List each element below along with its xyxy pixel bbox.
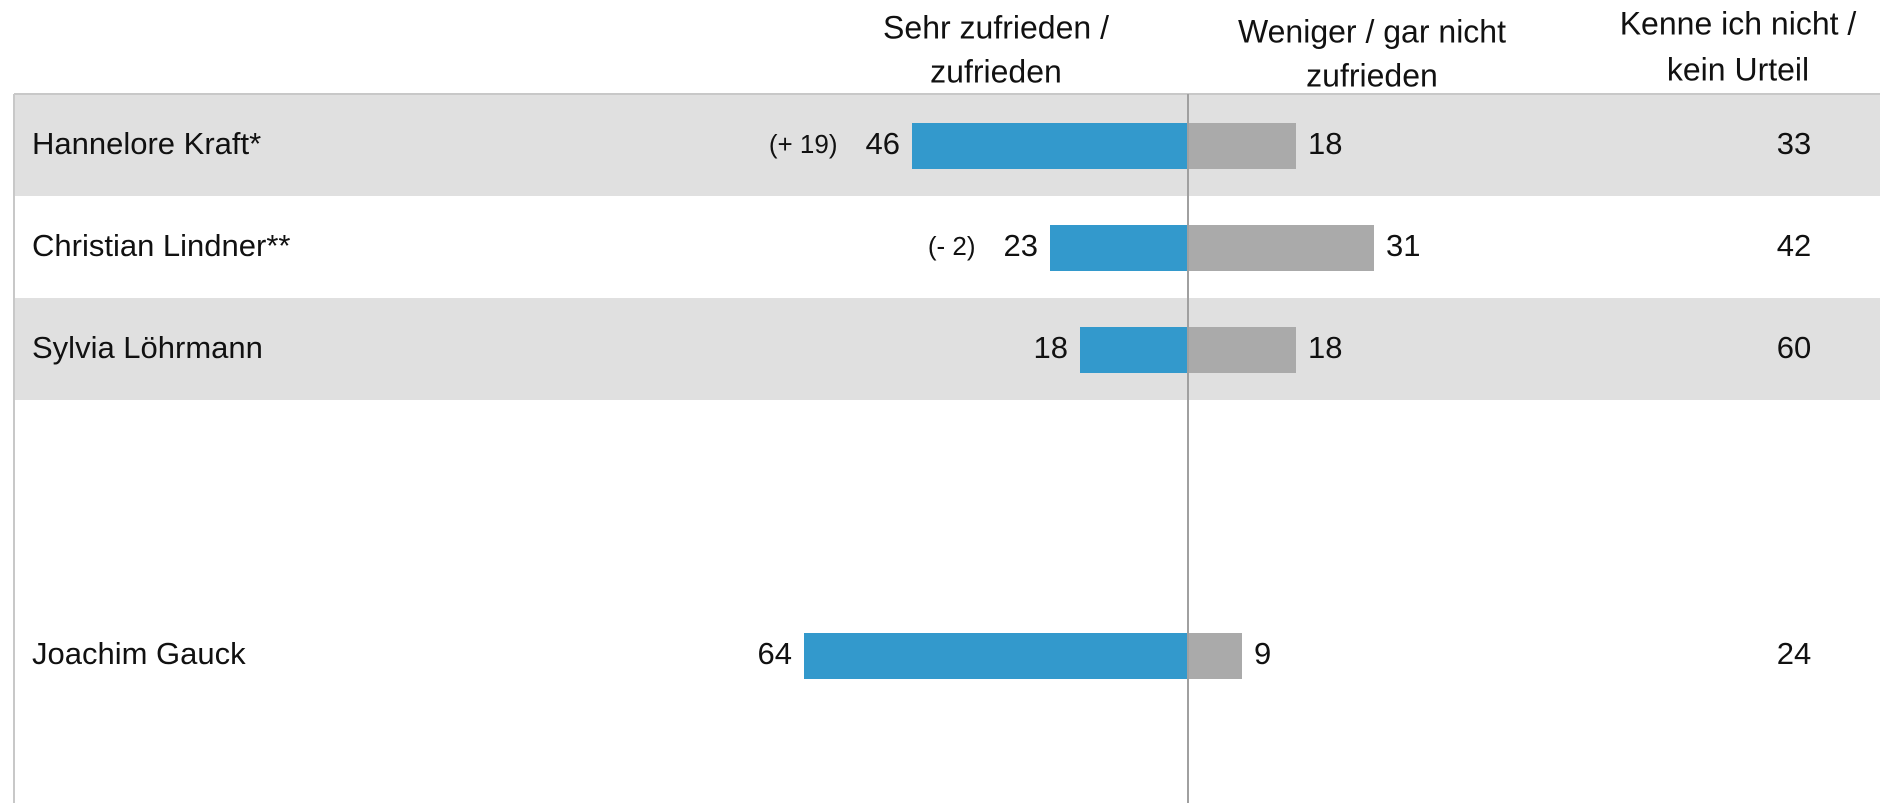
category-label: Christian Lindner** <box>32 228 290 263</box>
category-label: Sylvia Löhrmann <box>32 330 263 365</box>
bar <box>1188 633 1242 679</box>
column-header: zufrieden <box>930 53 1062 89</box>
bar <box>804 633 1188 679</box>
bar <box>1188 327 1296 373</box>
value-label: 9 <box>1254 636 1271 671</box>
value-label: 46 <box>866 126 900 161</box>
bar <box>1080 327 1188 373</box>
value-label: 31 <box>1386 228 1420 263</box>
column-header: Weniger / gar nicht <box>1238 13 1506 49</box>
column-header: Sehr zufrieden / <box>883 9 1109 45</box>
category-label: Joachim Gauck <box>32 636 246 671</box>
value-label: 18 <box>1308 330 1342 365</box>
column-header: zufrieden <box>1306 57 1438 93</box>
category-label: Hannelore Kraft* <box>32 126 261 161</box>
bar <box>1188 225 1374 271</box>
change-label: (- 2) <box>928 231 976 261</box>
value-label: 18 <box>1034 330 1068 365</box>
bar <box>1188 123 1296 169</box>
unknown-value: 42 <box>1777 228 1811 263</box>
value-label: 18 <box>1308 126 1342 161</box>
row-band <box>14 298 1880 400</box>
change-label: (+ 19) <box>769 129 838 159</box>
bar <box>1050 225 1188 271</box>
unknown-value: 60 <box>1777 330 1811 365</box>
value-label: 23 <box>1004 228 1038 263</box>
bar <box>912 123 1188 169</box>
value-label: 64 <box>758 636 792 671</box>
unknown-value: 24 <box>1777 636 1811 671</box>
column-header: Kenne ich nicht / <box>1620 5 1857 41</box>
column-header: kein Urteil <box>1667 51 1809 87</box>
unknown-value: 33 <box>1777 126 1811 161</box>
